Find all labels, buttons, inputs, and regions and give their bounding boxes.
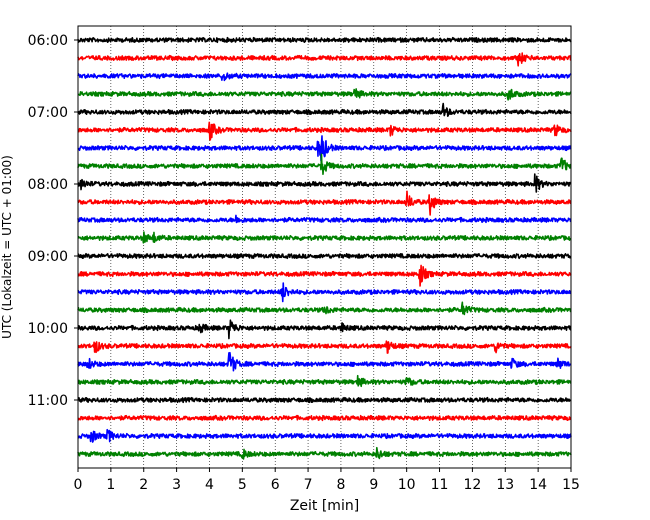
trace-0630: [77, 72, 572, 82]
trace-1015: [77, 340, 572, 354]
x-tick-label-4: 4: [205, 477, 214, 493]
trace-0900: [77, 252, 572, 260]
trace-0700: [77, 102, 572, 118]
trace-0600: [77, 36, 572, 44]
x-tick-label-1: 1: [106, 477, 115, 493]
trace-1030: [77, 351, 572, 372]
x-tick-label-6: 6: [271, 477, 280, 493]
trace-0915: [77, 264, 572, 287]
trace-0930: [77, 282, 572, 303]
x-tick-label-3: 3: [172, 477, 181, 493]
trace-1130: [77, 428, 572, 443]
trace-0815: [77, 190, 572, 216]
y-tick-label-4: 10:00: [28, 321, 68, 337]
x-axis-label: Zeit [min]: [290, 498, 359, 514]
trace-0615: [77, 52, 572, 67]
trace-1100: [77, 396, 572, 404]
y-tick-label-2: 08:00: [28, 177, 68, 193]
x-tick-label-9: 9: [369, 477, 378, 493]
y-tick-label-5: 11:00: [28, 393, 68, 409]
trace-1115: [77, 414, 572, 422]
x-tick-label-5: 5: [238, 477, 247, 493]
x-tick-label-11: 11: [431, 477, 449, 493]
y-tick-label-0: 06:00: [28, 33, 68, 49]
x-tick-label-2: 2: [139, 477, 148, 493]
trace-1045: [77, 374, 572, 388]
y-tick-label-1: 07:00: [28, 105, 68, 121]
trace-0800: [77, 173, 572, 193]
x-axis: 0 1 2 3 4 5 6 7 8 9 10 11 12 13 14 15: [74, 468, 580, 493]
trace-0745: [77, 153, 572, 176]
x-tick-label-14: 14: [529, 477, 547, 493]
x-tick-label-15: 15: [562, 477, 580, 493]
seismogram-traces: [77, 36, 572, 460]
trace-0715: [77, 121, 572, 141]
trace-1145: [77, 446, 572, 460]
y-axis-label: UTC (Lokalzeit = UTC + 01:00): [0, 155, 14, 339]
trace-0845: [77, 231, 572, 244]
trace-0730: [77, 135, 572, 162]
x-tick-label-13: 13: [496, 477, 514, 493]
trace-1000: [77, 319, 572, 340]
x-tick-label-10: 10: [398, 477, 416, 493]
y-axis: 06:00 07:00 08:00 09:00 10:00 11:00: [28, 33, 78, 409]
x-tick-label-7: 7: [304, 477, 313, 493]
trace-0830: [77, 214, 572, 224]
x-tick-label-0: 0: [74, 477, 83, 493]
x-tick-label-8: 8: [336, 477, 345, 493]
y-tick-label-3: 09:00: [28, 249, 68, 265]
trace-0645: [77, 88, 572, 101]
trace-0945: [77, 301, 572, 316]
x-tick-label-12: 12: [463, 477, 481, 493]
plot-frame: [77, 25, 572, 469]
